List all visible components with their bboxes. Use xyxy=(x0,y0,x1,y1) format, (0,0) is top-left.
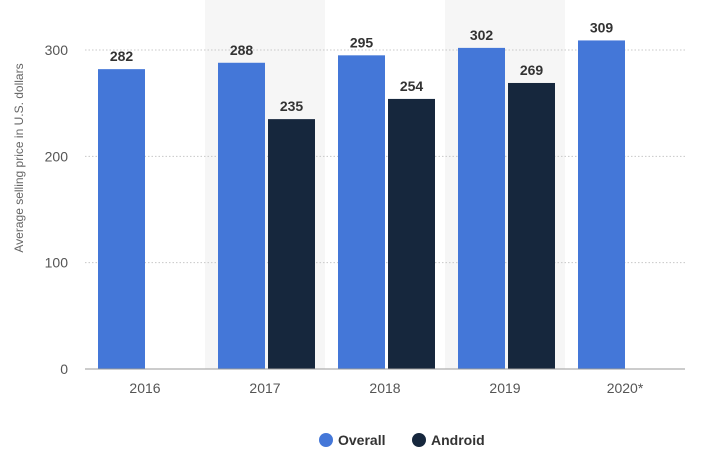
x-tick-label: 2016 xyxy=(129,380,160,396)
bar-overall-2016[interactable] xyxy=(98,69,145,369)
data-label-overall-2019: 302 xyxy=(470,27,494,43)
y-tick-label: 200 xyxy=(45,148,69,164)
bar-overall-2018[interactable] xyxy=(338,55,385,369)
x-tick-label: 2017 xyxy=(249,380,280,396)
y-tick-label: 300 xyxy=(45,42,69,58)
y-axis-title: Average selling price in U.S. dollars xyxy=(12,63,26,252)
bar-overall-2019[interactable] xyxy=(458,47,505,370)
legend-label-android[interactable]: Android xyxy=(431,432,485,448)
y-tick-label: 100 xyxy=(45,255,69,271)
legend-marker-overall xyxy=(319,433,333,447)
axis-layer: 0 100 200 300 2016 2017 2018 2019 2020* xyxy=(45,42,685,396)
bar-android-2019[interactable] xyxy=(508,82,555,370)
x-tick-label: 2018 xyxy=(369,380,400,396)
legend: Overall Android xyxy=(319,432,485,448)
bar-layer xyxy=(98,40,625,370)
bar-overall-2017[interactable] xyxy=(218,62,265,370)
legend-marker-android xyxy=(412,433,426,447)
bar-android-2017[interactable] xyxy=(268,119,315,369)
bar-overall-2020*[interactable] xyxy=(578,40,625,369)
label-layer: 282 288 235 295 254 302 269 309 xyxy=(110,19,614,114)
bar-android-2018[interactable] xyxy=(388,98,435,369)
data-label-overall-2016: 282 xyxy=(110,48,134,64)
legend-label-overall[interactable]: Overall xyxy=(338,432,385,448)
y-tick-label: 0 xyxy=(60,361,68,377)
data-label-android-2018: 254 xyxy=(400,78,424,94)
data-label-android-2019: 269 xyxy=(520,62,544,78)
data-label-overall-2017: 288 xyxy=(230,42,254,58)
data-label-overall-2018: 295 xyxy=(350,34,374,50)
x-tick-label: 2020* xyxy=(607,380,644,396)
data-label-overall-2020*: 309 xyxy=(590,19,614,35)
x-tick-label: 2019 xyxy=(489,380,520,396)
data-label-android-2017: 235 xyxy=(280,98,304,114)
